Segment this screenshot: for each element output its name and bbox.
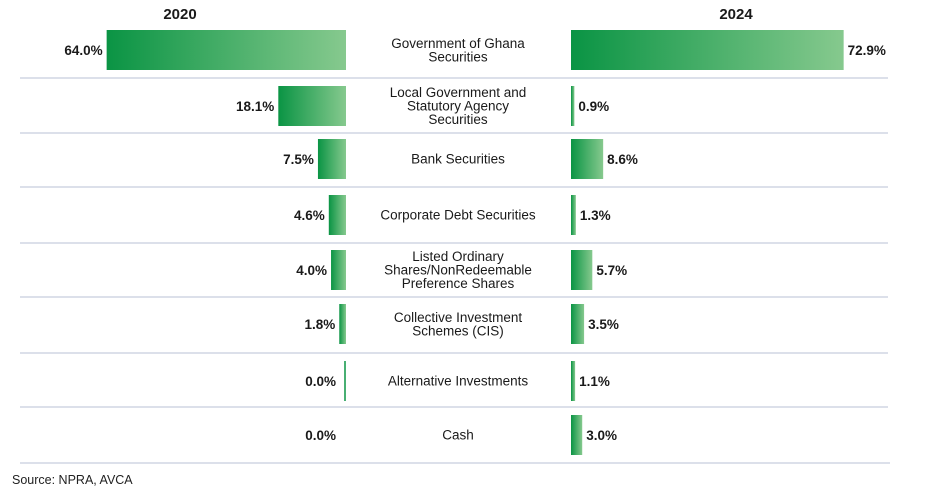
value-label-2024: 0.9% (578, 99, 609, 114)
bar-2024-4 (571, 250, 593, 290)
category-label: Collective Investment (394, 310, 523, 325)
value-label-2024: 3.0% (586, 428, 617, 443)
value-label-2020: 4.0% (296, 263, 327, 278)
category-label: Cash (442, 428, 474, 443)
value-label-2020: 18.1% (236, 99, 274, 114)
source-note: Source: NPRA, AVCA (12, 473, 133, 487)
category-label: Preference Shares (402, 276, 515, 291)
value-label-2024: 72.9% (848, 43, 886, 58)
bar-2024-5 (571, 304, 585, 344)
category-label: Local Government and (390, 85, 527, 100)
value-label-2024: 5.7% (596, 263, 627, 278)
category-label: Shares/NonRedeemable (384, 263, 532, 278)
bar-2020-1 (278, 86, 346, 126)
bar-2024-3 (571, 195, 576, 235)
category-label: Corporate Debt Securities (380, 208, 536, 223)
bar-2020-0 (106, 30, 346, 70)
bar-2020-2 (317, 139, 346, 179)
value-label-2024: 8.6% (607, 152, 638, 167)
right-year-header: 2024 (719, 6, 753, 23)
bar-2024-1 (571, 86, 575, 126)
category-label: Statutory Agency (407, 99, 509, 114)
bar-2024-0 (571, 30, 844, 70)
bar-2020-4 (331, 250, 346, 290)
left-year-header: 2020 (163, 6, 197, 23)
category-label: Securities (428, 49, 488, 64)
bar-2024-6 (571, 361, 576, 401)
category-label: Alternative Investments (388, 374, 529, 389)
value-label-2020: 64.0% (64, 43, 102, 58)
value-label-2024: 1.1% (579, 374, 610, 389)
value-label-2024: 3.5% (588, 317, 619, 332)
bar-2020-3 (328, 195, 346, 235)
value-label-2020: 1.8% (304, 317, 335, 332)
category-label: Schemes (CIS) (412, 323, 504, 338)
value-label-2024: 1.3% (580, 208, 611, 223)
value-label-2020: 0.0% (305, 374, 336, 389)
value-label-2020: 0.0% (305, 428, 336, 443)
category-label: Listed Ordinary (412, 249, 504, 264)
category-label: Government of Ghana (391, 36, 525, 51)
category-label: Bank Securities (411, 152, 505, 167)
bar-2024-2 (571, 139, 604, 179)
bar-2024-7 (571, 415, 583, 455)
category-label: Securities (428, 112, 488, 127)
value-label-2020: 4.6% (294, 208, 325, 223)
value-label-2020: 7.5% (283, 152, 314, 167)
bar-2020-5 (339, 304, 346, 344)
